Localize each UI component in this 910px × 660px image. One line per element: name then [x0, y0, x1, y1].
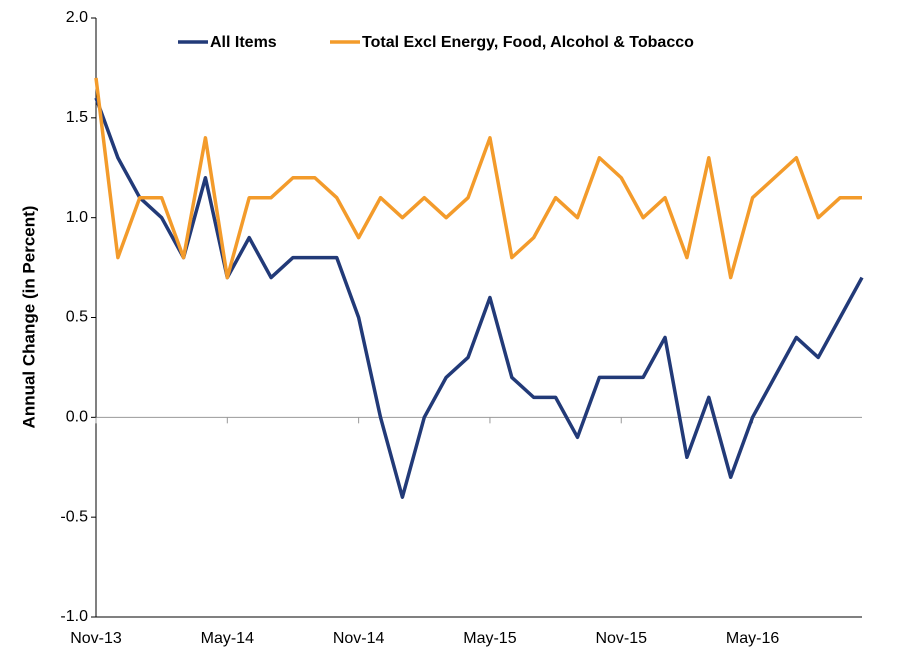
y-axis-title: Annual Change (in Percent) [19, 206, 38, 429]
y-tick-label: 0.5 [66, 309, 88, 326]
series-line [94, 77, 862, 280]
x-tick-label: Nov-15 [595, 630, 647, 647]
y-tick-label: -1.0 [60, 608, 88, 625]
legend-text: Total Excl Energy, Food, Alcohol & Tobac… [362, 34, 694, 51]
y-tick-label: 2.0 [66, 9, 88, 26]
x-tick-label: May-15 [463, 630, 516, 647]
x-tick-label: Nov-13 [70, 630, 122, 647]
series-line [94, 97, 864, 499]
y-tick-label: 1.0 [66, 209, 88, 226]
legend-text: All Items [210, 34, 277, 51]
y-tick-label: 0.0 [66, 409, 88, 426]
x-tick-label: Nov-14 [333, 630, 385, 647]
y-tick-label: -0.5 [60, 508, 88, 525]
y-tick-label: 1.5 [66, 109, 88, 126]
x-tick-label: May-16 [726, 630, 779, 647]
x-tick-label: May-14 [201, 630, 254, 647]
